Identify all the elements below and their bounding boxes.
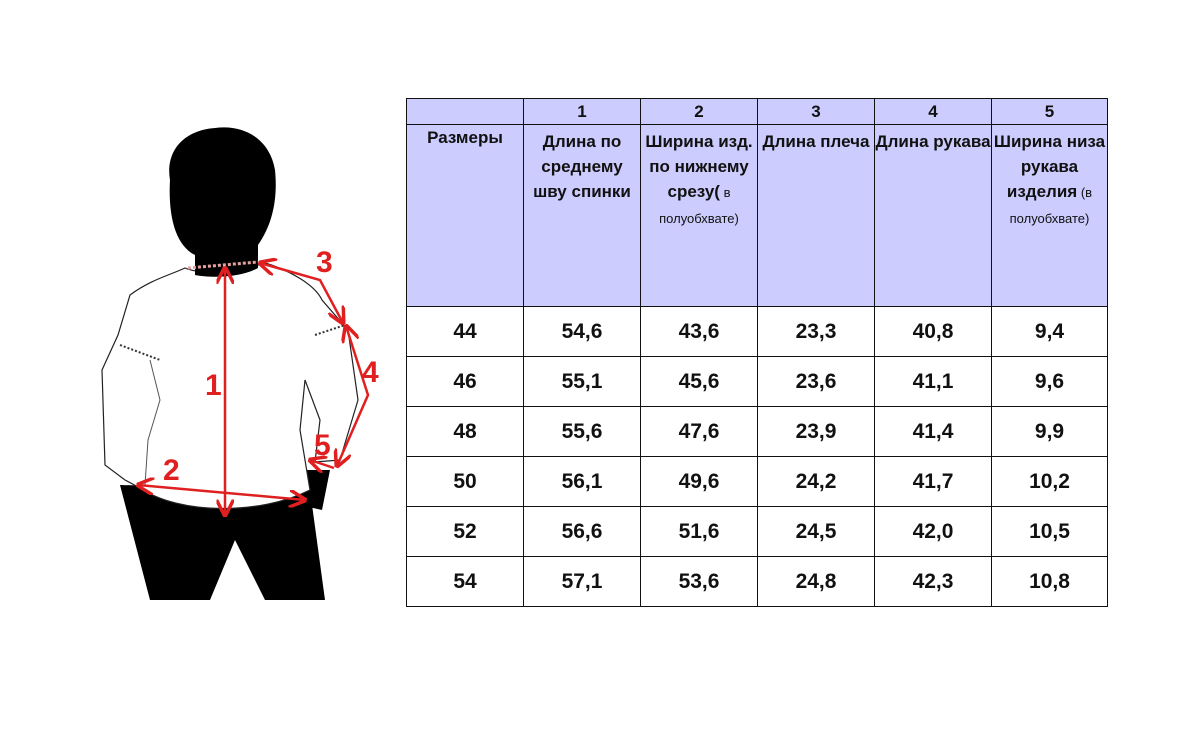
column-number: 3 (757, 98, 875, 125)
measurement-cell: 41,1 (874, 356, 992, 407)
measurement-cell: 9,9 (991, 406, 1108, 457)
measurement-cell: 51,6 (640, 506, 758, 557)
measurement-cell: 10,5 (991, 506, 1108, 557)
measurement-cell: 56,6 (523, 506, 641, 557)
measurement-cell: 42,0 (874, 506, 992, 557)
head-silhouette (169, 127, 276, 277)
measurement-cell: 55,1 (523, 356, 641, 407)
measurement-figure: 1 2 3 4 5 (101, 127, 379, 600)
header-hem-width: Ширина изд. по нижнему срезу( в полуобхв… (640, 124, 758, 307)
size-cell: 48 (406, 406, 524, 457)
measurement-cell: 42,3 (874, 556, 992, 607)
measurement-cell: 9,4 (991, 306, 1108, 357)
column-number: 1 (523, 98, 641, 125)
size-cell: 44 (406, 306, 524, 357)
label-1: 1 (205, 369, 222, 402)
measurement-cell: 23,9 (757, 406, 875, 457)
measurement-cell: 57,1 (523, 556, 641, 607)
measurement-cell: 41,7 (874, 456, 992, 507)
label-4: 4 (362, 356, 379, 389)
header-sizes: Размеры (406, 124, 524, 307)
size-cell: 52 (406, 506, 524, 557)
measurement-cell: 24,2 (757, 456, 875, 507)
measurement-cell: 23,6 (757, 356, 875, 407)
column-number: 5 (991, 98, 1108, 125)
header-sleeve-length: Длина рукава (874, 124, 992, 307)
label-2: 2 (163, 454, 180, 487)
pants-silhouette (120, 485, 325, 600)
table-row: 54 57,1 53,6 24,8 42,3 10,8 (406, 556, 1108, 607)
size-cell: 46 (406, 356, 524, 407)
table-row: 48 55,6 47,6 23,9 41,4 9,9 (406, 406, 1108, 457)
header-back-length: Длина по среднему шву спинки (523, 124, 641, 307)
measurement-cell: 47,6 (640, 406, 758, 457)
header-cuff-width: Ширина низа рукава изделия (в полуобхват… (991, 124, 1108, 307)
measurement-cell: 10,8 (991, 556, 1108, 607)
measurement-cell: 53,6 (640, 556, 758, 607)
header-row: Размеры Длина по среднему шву спинки Шир… (406, 124, 1108, 307)
measurement-cell: 54,6 (523, 306, 641, 357)
measurement-cell: 24,5 (757, 506, 875, 557)
measurement-cell: 41,4 (874, 406, 992, 457)
size-cell: 54 (406, 556, 524, 607)
measurement-cell: 55,6 (523, 406, 641, 457)
header-shoulder-length: Длина плеча (757, 124, 875, 307)
table-row: 52 56,6 51,6 24,5 42,0 10,5 (406, 506, 1108, 557)
measurement-cell: 40,8 (874, 306, 992, 357)
label-5: 5 (314, 429, 331, 462)
column-number: 4 (874, 98, 992, 125)
measurement-cell: 49,6 (640, 456, 758, 507)
measurement-cell: 43,6 (640, 306, 758, 357)
column-number-row: 1 2 3 4 5 (406, 98, 1108, 125)
label-3: 3 (316, 246, 333, 279)
size-table: 1 2 3 4 5 Размеры Длина по среднему шву … (406, 98, 1108, 607)
measurement-cell: 24,8 (757, 556, 875, 607)
measurement-arrows (138, 263, 370, 515)
table-row: 44 54,6 43,6 23,3 40,8 9,4 (406, 306, 1108, 357)
column-number: 2 (640, 98, 758, 125)
measurement-cell: 9,6 (991, 356, 1108, 407)
measurement-cell: 23,3 (757, 306, 875, 357)
measurement-cell: 10,2 (991, 456, 1108, 507)
size-cell: 50 (406, 456, 524, 507)
table-row: 50 56,1 49,6 24,2 41,7 10,2 (406, 456, 1108, 507)
measurement-cell: 45,6 (640, 356, 758, 407)
column-number (406, 98, 524, 125)
measurement-cell: 56,1 (523, 456, 641, 507)
table-row: 46 55,1 45,6 23,6 41,1 9,6 (406, 356, 1108, 407)
